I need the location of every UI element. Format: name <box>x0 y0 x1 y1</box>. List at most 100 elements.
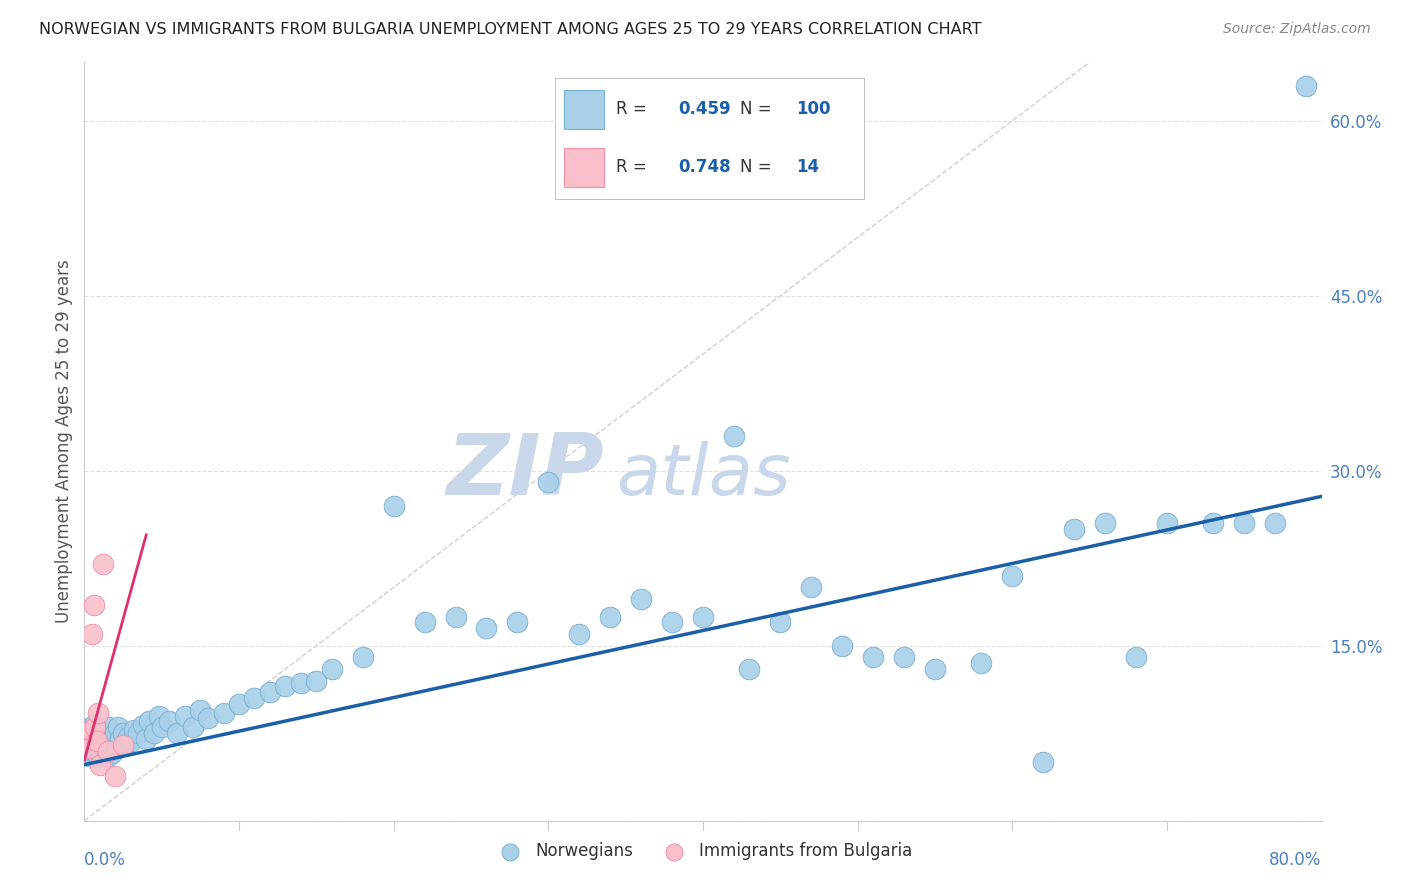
Point <box>77 749 100 764</box>
Point <box>83 718 105 732</box>
Point <box>122 723 145 737</box>
Point <box>89 746 111 760</box>
Point <box>86 741 108 756</box>
Point <box>166 726 188 740</box>
Point <box>83 749 105 764</box>
Point <box>82 746 104 760</box>
Point <box>738 662 761 676</box>
Point <box>150 720 173 734</box>
Point <box>352 650 374 665</box>
Point <box>120 734 142 748</box>
Point <box>1032 756 1054 770</box>
Point <box>444 609 467 624</box>
Point <box>723 428 745 442</box>
Point <box>181 720 204 734</box>
Point <box>77 726 100 740</box>
Point <box>86 734 108 748</box>
Point <box>692 609 714 624</box>
Point <box>104 726 127 740</box>
Point <box>568 627 591 641</box>
Point <box>83 741 105 756</box>
Point <box>259 685 281 699</box>
Point <box>1125 650 1147 665</box>
Point <box>630 592 652 607</box>
Point <box>1001 568 1024 582</box>
Point <box>413 615 436 630</box>
Point <box>159 714 180 729</box>
Point <box>1094 516 1116 531</box>
Point <box>290 676 312 690</box>
Text: 80.0%: 80.0% <box>1270 851 1322 869</box>
Legend: Norwegians, Immigrants from Bulgaria: Norwegians, Immigrants from Bulgaria <box>486 836 920 867</box>
Point <box>84 746 107 760</box>
Point <box>108 731 131 746</box>
Point <box>970 656 993 670</box>
Point <box>117 730 139 744</box>
Y-axis label: Unemployment Among Ages 25 to 29 years: Unemployment Among Ages 25 to 29 years <box>55 260 73 624</box>
Point <box>91 726 114 740</box>
Point <box>83 598 105 612</box>
Point <box>243 691 266 706</box>
Point <box>91 557 114 571</box>
Point <box>924 662 946 676</box>
Point <box>800 580 823 594</box>
Point <box>1264 516 1286 531</box>
Point <box>537 475 560 490</box>
Point <box>274 680 297 694</box>
Point <box>112 738 135 752</box>
Point <box>75 726 97 740</box>
Point <box>82 627 104 641</box>
Point <box>143 726 166 740</box>
Point <box>90 730 112 744</box>
Point <box>93 741 115 756</box>
Point <box>89 757 111 772</box>
Point <box>100 730 122 744</box>
Point <box>101 746 124 760</box>
Text: 0.0%: 0.0% <box>84 851 127 869</box>
Point <box>127 726 149 740</box>
Point <box>1233 516 1256 531</box>
Point <box>91 744 114 758</box>
Text: Source: ZipAtlas.com: Source: ZipAtlas.com <box>1223 22 1371 37</box>
Point <box>1063 522 1085 536</box>
Point <box>1295 78 1317 93</box>
Point <box>112 726 135 740</box>
Point <box>79 744 101 758</box>
Point <box>77 741 100 756</box>
Point <box>96 720 118 734</box>
Point <box>305 673 328 688</box>
Point <box>769 615 792 630</box>
Point <box>138 714 160 729</box>
Text: atlas: atlas <box>616 442 792 510</box>
Point <box>893 650 915 665</box>
Point <box>1202 516 1225 531</box>
Point <box>103 738 125 752</box>
Point <box>87 706 110 721</box>
Point <box>86 738 108 752</box>
Point <box>831 639 853 653</box>
Point <box>104 769 127 783</box>
Point <box>76 731 98 746</box>
Point <box>132 718 155 732</box>
Point <box>84 720 107 734</box>
Point <box>76 746 98 760</box>
Point <box>79 723 101 737</box>
Point <box>89 723 111 737</box>
Point <box>506 615 529 630</box>
Point <box>1156 516 1178 531</box>
Point <box>87 749 110 764</box>
Point <box>148 708 170 723</box>
Point <box>90 739 112 753</box>
Point <box>89 734 111 748</box>
Point <box>82 738 104 752</box>
Text: NORWEGIAN VS IMMIGRANTS FROM BULGARIA UNEMPLOYMENT AMONG AGES 25 TO 29 YEARS COR: NORWEGIAN VS IMMIGRANTS FROM BULGARIA UN… <box>39 22 981 37</box>
Point <box>84 744 107 758</box>
Point <box>107 720 129 734</box>
Point <box>114 738 136 752</box>
Point <box>96 744 118 758</box>
Point <box>96 749 118 764</box>
Point <box>135 731 157 746</box>
Point <box>75 741 97 756</box>
Point <box>212 706 235 721</box>
Point <box>105 741 128 756</box>
